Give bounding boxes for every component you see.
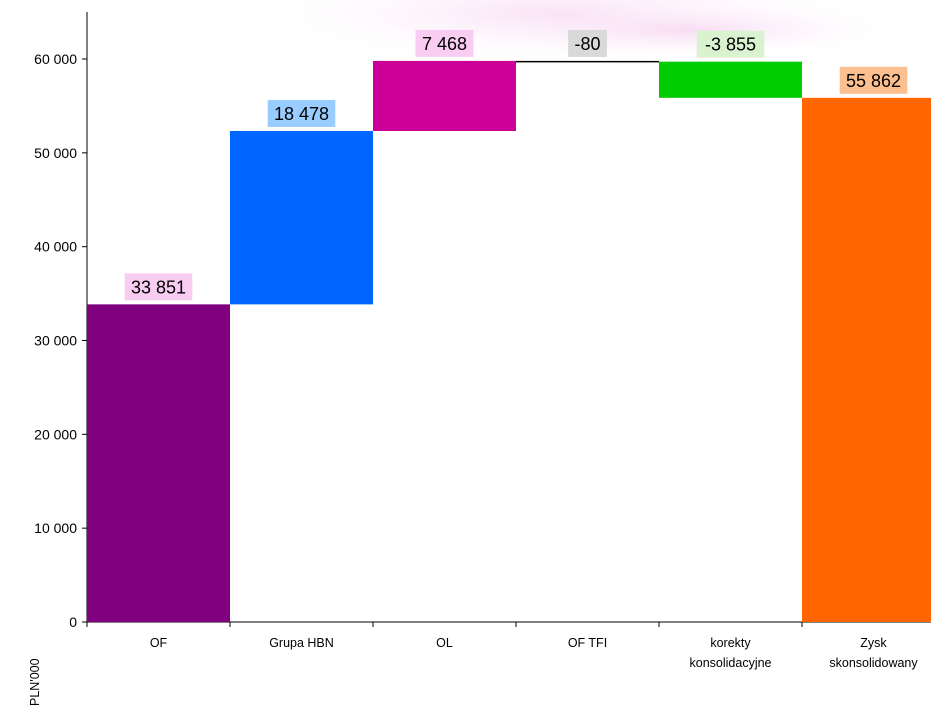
bar bbox=[802, 97, 931, 622]
bar bbox=[373, 60, 516, 131]
x-tick-dash: - bbox=[300, 614, 304, 628]
bar bbox=[87, 304, 230, 622]
x-tick-label: konsolidacyjne bbox=[690, 656, 772, 670]
data-label-background bbox=[568, 29, 607, 57]
x-tick-dash: - bbox=[586, 614, 590, 628]
y-tick-label: 30 000 bbox=[34, 333, 77, 349]
data-label-background bbox=[267, 99, 336, 127]
data-label: 18 478 bbox=[274, 104, 329, 124]
data-label: 55 862 bbox=[846, 71, 901, 91]
x-tick-dash: - bbox=[443, 614, 447, 628]
y-axis-title: PLN'000 bbox=[28, 658, 42, 706]
data-label-background bbox=[124, 273, 193, 301]
y-tick-label: 10 000 bbox=[34, 520, 77, 536]
bar bbox=[659, 61, 802, 98]
bar bbox=[516, 60, 659, 63]
data-label-background bbox=[696, 30, 765, 58]
y-tick-label: 0 bbox=[69, 614, 77, 630]
x-tick-label: Zysk bbox=[860, 636, 887, 650]
y-tick-label: 60 000 bbox=[34, 51, 77, 67]
data-label: -80 bbox=[574, 34, 600, 54]
data-label-background bbox=[415, 29, 474, 57]
data-label: 7 468 bbox=[422, 34, 467, 54]
y-tick-label: 40 000 bbox=[34, 239, 77, 255]
x-tick-label: korekty bbox=[710, 636, 751, 650]
x-tick-label: OF bbox=[150, 636, 168, 650]
x-tick-label: skonsolidowany bbox=[829, 656, 918, 670]
y-tick-label: 50 000 bbox=[34, 145, 77, 161]
bar bbox=[230, 130, 373, 305]
data-label-background bbox=[839, 66, 908, 94]
data-label: -3 855 bbox=[705, 35, 756, 55]
y-tick-label: 20 000 bbox=[34, 426, 77, 442]
x-tick-label: OF TFI bbox=[568, 636, 607, 650]
x-tick-label: OL bbox=[436, 636, 453, 650]
data-label: 33 851 bbox=[131, 277, 186, 297]
x-tick-label: Grupa HBN bbox=[269, 636, 334, 650]
